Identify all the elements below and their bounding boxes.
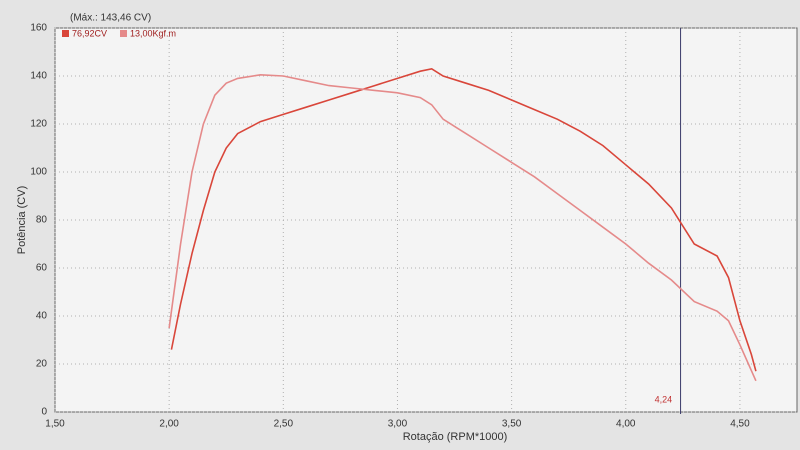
plot-area (54, 27, 798, 413)
legend-swatch (120, 30, 127, 37)
y-tick-label: 120 (30, 119, 47, 130)
x-tick-label: 3,50 (502, 419, 522, 430)
series-line (170, 67, 757, 372)
y-tick-label: 80 (36, 215, 48, 226)
x-tick-label: 4,50 (730, 419, 750, 430)
y-axis-label: Potência (CV) (16, 186, 28, 254)
x-tick-label: 4,00 (616, 419, 636, 430)
y-tick-label: 0 (41, 407, 47, 418)
x-axis-label: Rotação (RPM*1000) (403, 431, 508, 443)
legend-label: 76,92CV (72, 28, 107, 38)
legend-label: 13,00Kgf.m (130, 28, 176, 38)
y-tick-label: 140 (30, 71, 47, 82)
y-tick-label: 60 (36, 263, 48, 274)
y-tick-label: 160 (30, 23, 47, 34)
x-tick-label: 3,00 (388, 419, 408, 430)
cursor-label: 4,24 (655, 394, 673, 404)
y-tick-label: 100 (30, 167, 47, 178)
legend-swatch (62, 30, 69, 37)
x-tick-label: 2,50 (274, 419, 294, 430)
y-tick-label: 40 (36, 311, 48, 322)
y-tick-label: 20 (36, 359, 48, 370)
chart-title: (Máx.: 143,46 CV) (70, 13, 151, 24)
series-line (168, 73, 757, 382)
x-tick-label: 2,00 (159, 419, 179, 430)
x-tick-label: 1,50 (45, 419, 65, 430)
